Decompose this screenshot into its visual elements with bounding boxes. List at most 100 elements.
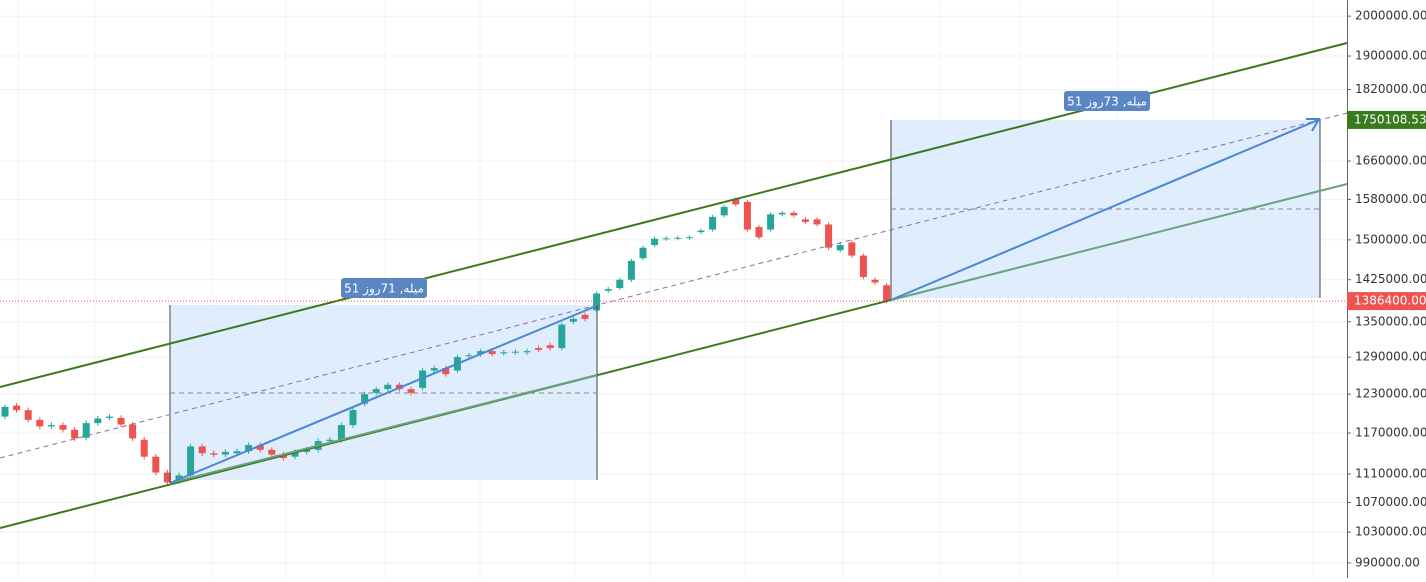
candle-body <box>488 351 496 355</box>
y-tick-label: 1580000.00 <box>1355 192 1426 206</box>
candle-body <box>163 472 171 483</box>
candles <box>1 197 891 486</box>
candle-body <box>129 424 137 439</box>
candle-body <box>117 417 125 425</box>
candle-body <box>685 237 693 239</box>
candle-body <box>94 418 102 424</box>
candle-body <box>291 451 299 457</box>
y-tick-label: 1230000.00 <box>1355 387 1426 401</box>
candle-body <box>767 214 775 230</box>
candle-body <box>813 219 821 225</box>
candle-body <box>268 449 276 455</box>
drawings: میله, 71روز 51 میله, 73روز 51 <box>0 42 1348 529</box>
candle-body <box>523 351 531 353</box>
candle-body <box>743 201 751 230</box>
candle-body <box>303 449 311 452</box>
price-label-box <box>1347 292 1426 311</box>
candle-body <box>546 345 554 349</box>
candle-body <box>593 293 601 311</box>
candle-body <box>825 224 833 248</box>
candle-body <box>674 237 682 239</box>
candle-body <box>627 260 635 280</box>
candle-body <box>581 314 589 319</box>
y-tick-label: 1170000.00 <box>1355 426 1426 440</box>
candle-body <box>836 245 844 251</box>
candle-body <box>859 255 867 278</box>
y-tick-label: 1500000.00 <box>1355 232 1426 246</box>
candle-body <box>569 318 577 322</box>
candle-body <box>140 439 148 457</box>
channel-lower-ext <box>890 183 1348 301</box>
candle-body <box>848 242 856 256</box>
annotation: میله, 71روز 51 <box>344 282 424 297</box>
candle-body <box>720 206 728 216</box>
candle-body <box>407 389 415 393</box>
candle-body <box>1 406 9 417</box>
candle-body <box>616 279 624 288</box>
candle-body <box>639 247 647 259</box>
candle-body <box>662 238 670 240</box>
candle-body <box>47 425 55 427</box>
candle-body <box>430 368 438 371</box>
candle-body <box>384 384 392 390</box>
candle-body <box>245 445 253 452</box>
candle-body <box>152 456 160 473</box>
candle-body <box>233 451 241 454</box>
candle-body <box>465 355 473 357</box>
price-label: 1750108.53 <box>1354 112 1426 126</box>
candle-body <box>558 324 566 349</box>
median-line <box>0 112 1348 459</box>
y-tick-label: 1820000.00 <box>1355 82 1426 96</box>
candle-body <box>210 453 218 455</box>
candle-body <box>755 226 763 238</box>
candle-body <box>337 425 345 440</box>
candle-body <box>24 410 32 420</box>
y-tick-label: 1425000.00 <box>1355 272 1426 286</box>
candle-body <box>105 416 113 418</box>
candle-body <box>361 394 369 404</box>
candle-body <box>500 352 508 354</box>
candle-body <box>442 368 450 375</box>
y-tick-label: 1290000.00 <box>1355 350 1426 364</box>
candle-body <box>732 199 740 205</box>
price-label-box <box>1347 110 1426 129</box>
candle-body <box>221 451 229 455</box>
candle-body <box>871 279 879 283</box>
candle-body <box>372 389 380 393</box>
candle-body <box>801 219 809 222</box>
y-tick-label: 1070000.00 <box>1355 495 1426 509</box>
candle-body <box>326 439 334 442</box>
candle-body <box>36 419 44 427</box>
candle-body <box>790 212 798 216</box>
price-axis <box>1347 0 1426 578</box>
arrow <box>890 119 1319 301</box>
arrow <box>169 306 595 484</box>
price-label: 1386400.00 <box>1354 294 1426 308</box>
candle-body <box>71 429 79 439</box>
candle-body <box>13 405 21 411</box>
candle-body <box>883 285 891 302</box>
annotation-box <box>341 278 427 298</box>
y-tick-label: 1350000.00 <box>1355 314 1426 328</box>
candle-body <box>651 238 659 246</box>
candle-body <box>198 446 206 454</box>
annotation: میله, 73روز 51 <box>1067 95 1147 110</box>
axis-labels: 2000000.00 1900000.00 1820000.00 1660000.00… <box>1347 9 1426 569</box>
arrow-head <box>1306 118 1321 132</box>
candle-body <box>778 212 786 215</box>
candle-body <box>511 351 519 353</box>
candle-body <box>59 425 67 430</box>
y-tick-label: 1030000.00 <box>1355 525 1426 539</box>
candle-body <box>349 410 357 426</box>
candle-body <box>187 446 195 476</box>
candle-body <box>604 289 612 291</box>
annotation-box <box>1064 91 1150 111</box>
candle-body <box>535 348 543 350</box>
y-tick-label: 1110000.00 <box>1355 466 1426 480</box>
y-tick-label: 2000000.00 <box>1355 9 1426 23</box>
candle-body <box>697 230 705 233</box>
y-tick-label: 1660000.00 <box>1355 154 1426 168</box>
candle-body <box>256 445 264 450</box>
